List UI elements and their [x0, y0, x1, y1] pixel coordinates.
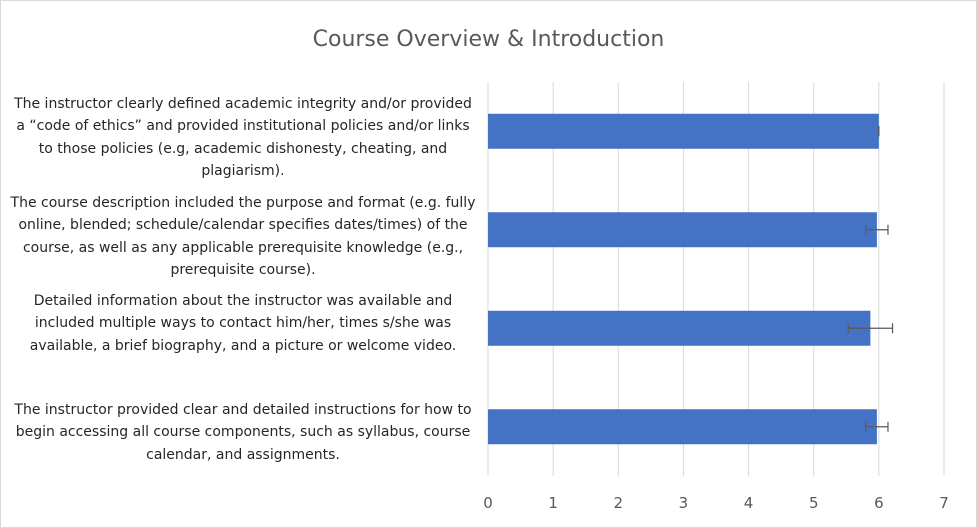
- category-label: The instructor provided clear and detail…: [14, 402, 472, 463]
- category-label: The course description included the purp…: [10, 195, 476, 278]
- x-tick-label: 6: [874, 494, 884, 512]
- x-tick-label: 1: [548, 494, 558, 512]
- category-label: Detailed information about the instructo…: [29, 293, 457, 354]
- category-label: The instructor clearly defined academic …: [14, 96, 472, 179]
- bar: [488, 113, 879, 149]
- bar: [488, 212, 877, 248]
- x-tick-label: 3: [679, 494, 689, 512]
- bar: [488, 310, 871, 346]
- x-tick-label: 2: [614, 494, 624, 512]
- x-tick-label: 5: [809, 494, 819, 512]
- x-tick-label: 7: [939, 494, 949, 512]
- x-tick-label: 4: [744, 494, 754, 512]
- x-tick-label: 0: [483, 494, 493, 512]
- bar: [488, 409, 877, 445]
- chart-title: Course Overview & Introduction: [312, 27, 665, 52]
